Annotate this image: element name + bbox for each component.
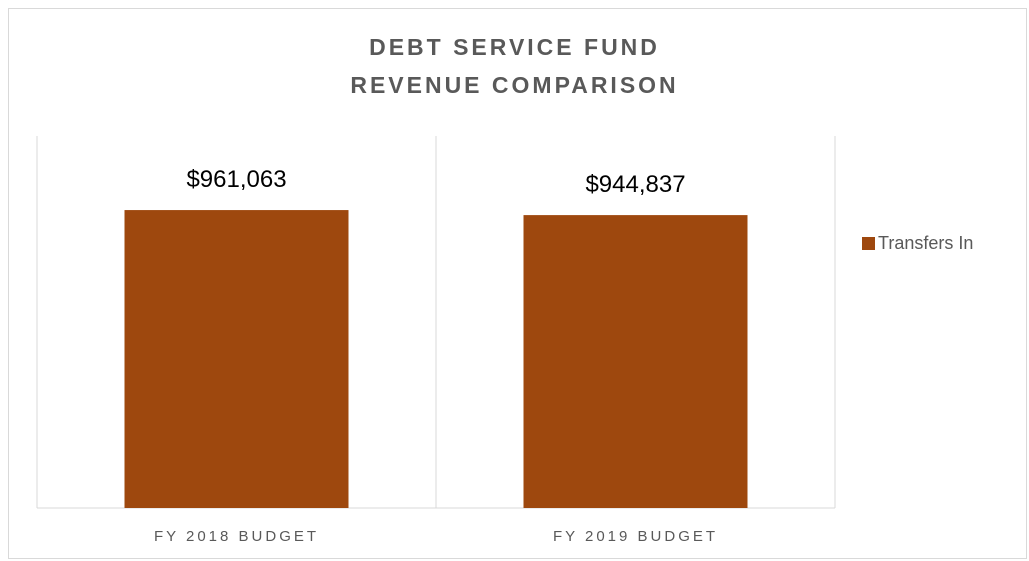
chart-title: DEBT SERVICE FUND REVENUE COMPARISON [0,28,1029,104]
chart-title-line-1: DEBT SERVICE FUND [369,34,660,60]
category-label: FY 2018 BUDGET [154,528,319,545]
legend-swatch [862,237,875,250]
category-label: FY 2019 BUDGET [553,528,718,545]
data-label: $961,063 [186,166,286,193]
chart-title-line-2: REVENUE COMPARISON [350,72,679,98]
legend-label: Transfers In [878,233,974,253]
bar [124,210,349,508]
legend: Transfers In [862,233,973,254]
bar [523,215,748,508]
data-label: $944,837 [585,171,685,198]
